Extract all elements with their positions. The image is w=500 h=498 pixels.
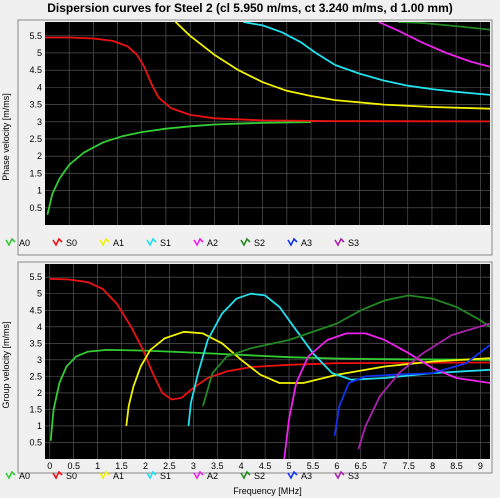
phase-series-S2: [398, 22, 490, 31]
chart-title: Dispersion curves for Steel 2 (cl 5.950 …: [47, 1, 453, 15]
group-legend-label-S0: S0: [66, 471, 77, 481]
phase-series-S1: [243, 22, 490, 96]
phase-ytick-label: 4: [37, 82, 42, 92]
phase-ytick-label: 1.5: [29, 168, 42, 178]
group-xtick-label: 4: [239, 461, 244, 471]
phase-ytick-label: 0.5: [29, 203, 42, 213]
group-series-S2: [202, 294, 490, 407]
phase-legend-label-A1: A1: [113, 238, 124, 248]
phase-ytick-label: 1: [37, 186, 42, 196]
group-xtick-label: 0: [47, 461, 52, 471]
group-legend-swatch-A1: [99, 470, 110, 480]
phase-ytick-label: 2.5: [29, 134, 42, 144]
phase-legend-label-S2: S2: [254, 238, 265, 248]
group-legend-label-A2: A2: [207, 471, 218, 481]
group-legend-swatch-S0: [52, 470, 63, 480]
phase-legend-label-A3: A3: [301, 238, 312, 248]
group-xtick-label: 2.5: [163, 461, 176, 471]
group-series-S0: [49, 278, 490, 401]
group-legend-label-S2: S2: [254, 471, 265, 481]
group-chart: 0.5 1 1.5 2 2.5 3 3.5 4 4.5 5 5.5 0 0.5 1 1.5 2 2.5 3 3.5 4…: [1, 261, 493, 496]
group-xtick-label: 1: [95, 461, 100, 471]
group-legend-label-A0: A0: [19, 471, 30, 481]
group-series-group: [49, 278, 490, 459]
group-ytick-label: 4.5: [29, 305, 42, 315]
phase-legend-swatch-A2: [193, 237, 204, 247]
group-legend-swatch-A2: [193, 470, 204, 480]
group-series-A3: [333, 344, 490, 437]
phase-legend-label-A2: A2: [207, 238, 218, 248]
phase-legend-label-S0: S0: [66, 238, 77, 248]
group-xtick-label: 6.5: [355, 461, 368, 471]
group-ytick-label: 1.5: [29, 404, 42, 414]
phase-series-A2: [378, 22, 490, 68]
group-series-A0: [49, 349, 490, 441]
phase-series-S0: [45, 36, 490, 123]
group-series-S3: [357, 322, 490, 450]
phase-legend-swatch-S3: [334, 237, 345, 247]
group-ytick-label: 3: [37, 355, 42, 365]
phase-series-A1: [174, 22, 490, 110]
group-xtick-label: 4.5: [259, 461, 272, 471]
group-legend-swatch-S1: [146, 470, 157, 480]
phase-ytick-label: 2: [37, 151, 42, 161]
group-xlabel: Frequency [MHz]: [233, 486, 302, 496]
phase-ytick-label: 5: [37, 48, 42, 58]
group-xtick-label: 1.5: [115, 461, 128, 471]
group-ylabel: Group velocity [m/ms]: [1, 321, 11, 408]
phase-chart: 0.5 1 1.5 2 2.5 3 3.5 4 4.5 5 5.5 Phase velocity [m…: [1, 19, 493, 256]
group-ytick-label: 2: [37, 388, 42, 398]
group-xtick-label: 8.5: [450, 461, 463, 471]
group-legend-swatch-S3: [334, 470, 345, 480]
group-legend-label-S1: S1: [160, 471, 171, 481]
phase-legend-swatch-A1: [99, 237, 110, 247]
group-xtick-label: 8: [430, 461, 435, 471]
group-series-A2: [283, 332, 490, 459]
phase-series-A0: [46, 121, 312, 215]
phase-ytick-label: 3: [37, 117, 42, 127]
phase-ytick-label: 3.5: [29, 100, 42, 110]
phase-legend-swatch-S2: [240, 237, 251, 247]
phase-ytick-label: 4.5: [29, 65, 42, 75]
group-series-A1: [125, 330, 490, 427]
group-legend-label-A1: A1: [113, 471, 124, 481]
group-legend-swatch-A0: [5, 470, 16, 480]
phase-series-group: [45, 22, 490, 215]
group-xtick-label: 5.5: [307, 461, 320, 471]
group-ytick-label: 3.5: [29, 338, 42, 348]
phase-legend-label-A0: A0: [19, 238, 30, 248]
group-ytick-label: 5.5: [29, 272, 42, 282]
phase-legend-label-S1: S1: [160, 238, 171, 248]
group-xtick-label: 2: [143, 461, 148, 471]
group-ytick-label: 0.5: [29, 437, 42, 447]
phase-legend-swatch-S1: [146, 237, 157, 247]
group-ytick-label: 2.5: [29, 371, 42, 381]
group-legend-label-S3: S3: [348, 471, 359, 481]
group-legend-swatch-A3: [287, 470, 298, 480]
phase-legend-swatch-S0: [52, 237, 63, 247]
group-ytick-label: 5: [37, 289, 42, 299]
phase-legend-label-S3: S3: [348, 238, 359, 248]
group-xtick-label: 7: [382, 461, 387, 471]
group-legend-swatch-S2: [240, 470, 251, 480]
group-legend: A0 S0 A1 S1 A2 S2 A3 S3: [5, 470, 359, 481]
group-xtick-label: 6: [334, 461, 339, 471]
phase-legend-swatch-A3: [287, 237, 298, 247]
group-ytick-label: 4: [37, 322, 42, 332]
group-xtick-label: 7.5: [402, 461, 415, 471]
phase-ylabel: Phase velocity [m/ms]: [1, 93, 11, 181]
group-xtick-label: 0.5: [67, 461, 80, 471]
phase-ytick-label: 5.5: [29, 31, 42, 41]
group-xtick-label: 3.5: [211, 461, 224, 471]
phase-legend: A0 S0 A1 S1 A2 S2 A3 S3: [5, 237, 359, 248]
group-xtick-label: 9: [478, 461, 483, 471]
group-legend-label-A3: A3: [301, 471, 312, 481]
group-xtick-label: 5: [287, 461, 292, 471]
phase-legend-swatch-A0: [5, 237, 16, 247]
group-series-S1: [187, 292, 490, 426]
group-xtick-label: 3: [191, 461, 196, 471]
group-ytick-label: 1: [37, 421, 42, 431]
